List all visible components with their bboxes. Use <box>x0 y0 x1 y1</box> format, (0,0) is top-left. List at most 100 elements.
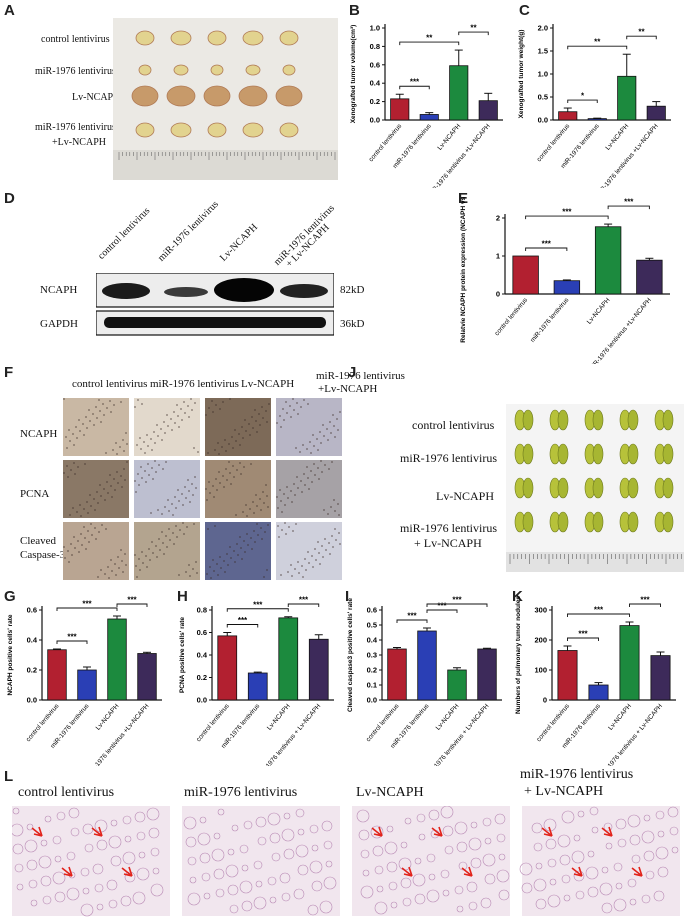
ihc-tile <box>276 522 342 580</box>
cell-dot <box>195 487 197 489</box>
cell-dot <box>105 452 107 454</box>
cell-dot <box>293 483 295 485</box>
cell-dot <box>161 531 163 533</box>
alveolus <box>108 835 122 849</box>
cell-dot <box>290 416 292 418</box>
cell-dot <box>78 551 80 553</box>
alveolus <box>533 878 547 892</box>
cell-dot <box>147 445 149 447</box>
cell-dot <box>146 566 148 568</box>
alveolus <box>573 870 585 882</box>
y-axis-label: NCAPH positive cells' rate <box>7 614 14 695</box>
cell-dot <box>90 523 92 525</box>
cell-dot <box>225 450 227 452</box>
cell-dot <box>267 524 269 526</box>
cell-dot <box>93 424 95 426</box>
alveolus <box>521 882 533 894</box>
y-tick-label: 0.0 <box>370 116 380 125</box>
cell-dot <box>225 468 227 470</box>
alveolus <box>201 872 211 882</box>
cell-dot <box>66 465 68 467</box>
cell-dot <box>105 528 107 530</box>
bar <box>47 649 67 701</box>
cell-dot <box>315 559 317 561</box>
cell-dot <box>309 441 311 443</box>
cell-dot <box>280 500 282 502</box>
alveolus <box>573 834 581 842</box>
cell-dot <box>208 407 210 409</box>
cell-dot <box>206 499 208 501</box>
alveolus <box>241 900 253 912</box>
ihc-row-cleaved: Cleaved <box>20 535 57 547</box>
ihc-col-1: control lentivirus <box>72 378 148 390</box>
tumor <box>173 64 189 76</box>
cell-dot <box>244 551 246 553</box>
alveolus <box>38 855 52 869</box>
cell-dot <box>184 486 186 488</box>
cell-dot <box>113 478 115 480</box>
panel-label-b: B <box>349 2 360 19</box>
alveolus <box>587 886 599 898</box>
significance-bracket <box>287 603 320 607</box>
alveolus <box>440 806 454 819</box>
cell-dot <box>317 449 319 451</box>
bar <box>587 118 607 121</box>
ihc-images <box>63 398 342 580</box>
cell-dot <box>93 498 95 500</box>
alveolus <box>458 861 468 871</box>
cell-dot <box>158 464 160 466</box>
chart-b: 0.0 0.2 0.4 0.6 0.8 1.0 Xenografted tumor volu… <box>350 24 503 188</box>
alveolus <box>309 860 323 874</box>
lung-lobe <box>522 409 534 431</box>
cell-dot <box>319 563 321 565</box>
panel-label-j: J <box>348 364 357 381</box>
alveolus <box>227 848 235 856</box>
cell-dot <box>113 404 115 406</box>
cell-dot <box>302 444 304 446</box>
panel-label-d: D <box>4 190 15 207</box>
alveolus <box>428 809 440 821</box>
cell-dot <box>83 526 85 528</box>
x-tick-label: Lv-NCAPH <box>604 123 630 152</box>
cell-dot <box>333 425 335 427</box>
cell-dot <box>186 526 188 528</box>
cell-dot <box>153 431 155 433</box>
cell-dot <box>276 422 278 424</box>
bar <box>77 669 97 701</box>
y-tick-label: 100 <box>534 666 547 675</box>
cell-dot <box>329 553 331 555</box>
cell-dot <box>72 433 74 435</box>
lung-lobe <box>627 443 639 465</box>
cell-dot <box>207 528 209 530</box>
cell-dot <box>140 448 142 450</box>
cell-dot <box>259 498 261 500</box>
cell-dot <box>323 435 325 437</box>
alveolus <box>400 841 408 849</box>
cell-dot <box>145 481 147 483</box>
cell-dot <box>249 434 251 436</box>
x-tick-label: miR-1976 lentivirus + Lv-NCAPH <box>256 703 323 766</box>
cell-dot <box>227 564 229 566</box>
alveolus <box>122 815 132 825</box>
cell-dot <box>96 417 98 419</box>
alveolus <box>468 837 482 851</box>
cell-dot <box>255 420 257 422</box>
x-tick-label: Lv-NCAPH <box>435 703 461 732</box>
alveolus <box>183 816 197 830</box>
cell-dot <box>266 495 268 497</box>
alveolus <box>657 866 669 878</box>
alveolus <box>669 826 679 836</box>
cell-dot <box>312 566 314 568</box>
cell-dot <box>107 566 109 568</box>
cell-dot <box>178 426 180 428</box>
ihc-tile <box>134 522 200 580</box>
cell-dot <box>124 553 126 555</box>
significance-label: *** <box>82 600 92 609</box>
cell-dot <box>69 440 71 442</box>
cell-dot <box>205 488 207 490</box>
cell-dot <box>254 541 256 543</box>
y-tick-label: 0.2 <box>367 666 377 675</box>
cell-dot <box>151 467 153 469</box>
alveolus <box>404 817 412 825</box>
